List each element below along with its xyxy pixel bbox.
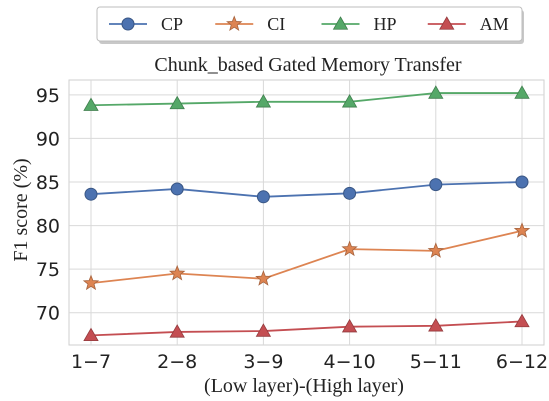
x-tick-label: 1−7: [71, 351, 111, 373]
data-point-am: [255, 323, 272, 337]
data-point-ci: [169, 264, 186, 281]
legend-marker-cp: [121, 17, 135, 31]
x-tick-label: 6−12: [496, 351, 548, 373]
x-axis-label: (Low layer)-(High layer): [204, 375, 404, 397]
legend-marker-ci: [226, 15, 243, 31]
legend-marker-am: [439, 16, 455, 30]
y-tick-label: 85: [36, 172, 60, 194]
legend-marker-hp: [332, 16, 349, 30]
data-point-cp: [170, 182, 184, 196]
legend-entry-ci: CI: [215, 14, 285, 34]
data-point-ci: [341, 240, 358, 257]
plot-frame: [68, 79, 545, 346]
data-point-ci: [427, 242, 444, 258]
data-point-cp: [515, 175, 529, 189]
data-point-hp: [514, 85, 530, 99]
data-point-am: [428, 318, 444, 332]
series-line-hp: [90, 92, 522, 107]
x-tick-label: 3−9: [243, 351, 283, 373]
plot-area: 70 75 80 85 90 95 1−7 2−8 3−9 4−10 5−11 6−12: [36, 79, 548, 373]
legend: CP CI HP AM: [96, 6, 524, 44]
data-point-am: [169, 324, 185, 338]
data-point-cp: [343, 186, 357, 200]
y-tick-label: 70: [36, 303, 60, 325]
series-hp: [83, 85, 530, 111]
y-tick-label: 80: [36, 216, 60, 238]
data-point-hp: [83, 97, 99, 111]
legend-entry-am: AM: [427, 14, 509, 34]
data-point-am: [83, 327, 99, 342]
y-tick-label: 90: [36, 128, 60, 150]
series-line-cp: [90, 181, 523, 198]
chart-title: Chunk_based Gated Memory Transfer: [154, 54, 462, 76]
legend-entry-hp: HP: [321, 14, 397, 34]
series-line-am: [90, 320, 523, 337]
legend-label-cp: CP: [161, 14, 183, 34]
data-point-cp: [429, 178, 443, 192]
data-point-hp: [341, 93, 358, 108]
data-point-cp: [84, 187, 98, 201]
series-am: [83, 313, 530, 342]
x-tick-label: 4−10: [324, 351, 376, 373]
y-axis-label: F1 score (%): [10, 158, 32, 261]
y-tick-label: 75: [36, 259, 60, 281]
data-point-ci: [513, 222, 531, 238]
series-ci: [82, 222, 531, 291]
data-point-am: [341, 318, 358, 333]
legend-label-ci: CI: [267, 14, 285, 34]
series-line-ci: [90, 229, 523, 285]
x-tick-label: 2−8: [157, 351, 197, 373]
series-cp: [84, 175, 529, 204]
y-tick-label: 95: [36, 85, 60, 107]
legend-label-hp: HP: [374, 14, 397, 34]
data-point-cp: [256, 190, 270, 204]
data-point-ci: [255, 270, 272, 286]
legend-entry-cp: CP: [109, 14, 183, 34]
data-point-hp: [255, 93, 272, 108]
data-point-hp: [169, 95, 185, 110]
x-tick-label: 5−11: [410, 351, 462, 373]
data-point-am: [514, 313, 530, 328]
legend-label-am: AM: [480, 14, 509, 34]
legend-box: [96, 6, 523, 42]
data-point-ci: [82, 274, 100, 291]
data-point-hp: [428, 85, 444, 99]
